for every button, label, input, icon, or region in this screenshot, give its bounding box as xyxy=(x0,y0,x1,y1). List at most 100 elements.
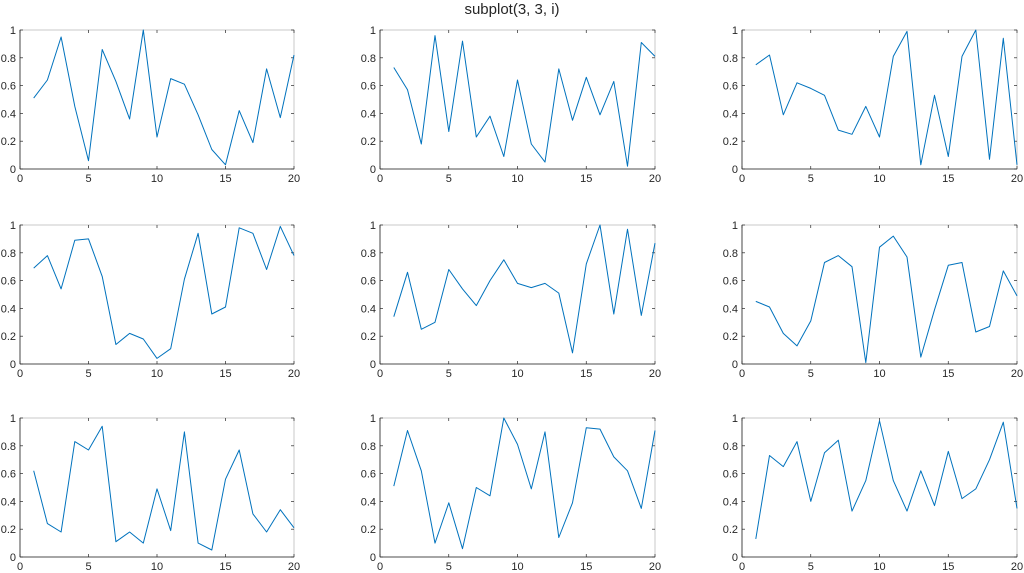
y-tick-label: 1 xyxy=(732,220,738,232)
subplot-2: 0 5 10 15 20 0 0.2 0.4 0.6 0.8 1 xyxy=(361,25,661,185)
y-tick-label: 0 xyxy=(370,164,376,176)
x-tick-label: 10 xyxy=(873,173,885,185)
y-tick-label: 0 xyxy=(10,359,16,371)
axes-box xyxy=(741,29,1018,170)
y-tick-label: 0.4 xyxy=(361,108,376,120)
axes-box xyxy=(19,224,295,365)
x-tick-label: 5 xyxy=(808,368,814,380)
subplot-3: 0 5 10 15 20 0 0.2 0.4 0.6 0.8 1 xyxy=(723,25,1023,185)
y-tick-label: 0.8 xyxy=(723,248,738,260)
y-tick-label: 0.8 xyxy=(723,441,738,453)
y-tick-label: 0.4 xyxy=(723,303,738,315)
y-tick-label: 0.2 xyxy=(723,524,738,536)
x-tick-label: 20 xyxy=(649,173,661,185)
x-tick-label: 0 xyxy=(739,368,745,380)
data-line xyxy=(33,225,295,359)
x-tick-label: 15 xyxy=(580,368,592,380)
y-tick-label: 0.8 xyxy=(723,53,738,65)
y-tick-label: 0.8 xyxy=(361,441,376,453)
data-line xyxy=(755,235,1018,364)
axes-box xyxy=(19,417,295,558)
subplot-6: 0 5 10 15 20 0 0.2 0.4 0.6 0.8 1 xyxy=(723,220,1023,380)
y-tick-label: 0.4 xyxy=(1,108,16,120)
y-tick-label: 0 xyxy=(732,359,738,371)
y-tick-label: 0.8 xyxy=(1,248,16,260)
axes-box xyxy=(379,417,656,558)
subplot-1: 0 5 10 15 20 0 0.2 0.4 0.6 0.8 1 xyxy=(1,25,300,185)
x-tick-label: 10 xyxy=(151,368,163,380)
y-tick-label: 0 xyxy=(370,552,376,564)
x-tick-label: 10 xyxy=(511,173,523,185)
y-tick-label: 0.6 xyxy=(361,81,376,93)
y-tick-label: 0.4 xyxy=(723,108,738,120)
data-line xyxy=(393,417,656,550)
y-tick-label: 0.6 xyxy=(1,276,16,288)
y-tick-label: 1 xyxy=(370,220,376,232)
y-tick-label: 0.2 xyxy=(361,136,376,148)
x-tick-label: 5 xyxy=(446,368,452,380)
y-tick-label: 1 xyxy=(370,413,376,425)
y-tick-label: 1 xyxy=(10,413,16,425)
subplot-5: 0 5 10 15 20 0 0.2 0.4 0.6 0.8 1 xyxy=(361,220,661,380)
x-tick-label: 15 xyxy=(580,173,592,185)
y-tick-label: 0.2 xyxy=(361,331,376,343)
axes-box xyxy=(379,224,656,365)
axes-box xyxy=(379,29,656,170)
x-tick-label: 20 xyxy=(649,561,661,573)
x-tick-label: 15 xyxy=(942,561,954,573)
y-tick-label: 0.6 xyxy=(723,81,738,93)
data-line xyxy=(755,420,1018,539)
x-tick-label: 5 xyxy=(446,173,452,185)
axes-box xyxy=(741,224,1018,365)
y-tick-label: 0.4 xyxy=(1,496,16,508)
x-tick-label: 10 xyxy=(151,173,163,185)
x-tick-label: 20 xyxy=(1011,173,1023,185)
y-tick-label: 1 xyxy=(370,25,376,37)
x-tick-label: 20 xyxy=(288,368,300,380)
y-tick-label: 0.4 xyxy=(723,496,738,508)
x-tick-label: 0 xyxy=(377,368,383,380)
x-tick-label: 20 xyxy=(288,561,300,573)
x-tick-label: 20 xyxy=(288,173,300,185)
data-line xyxy=(33,29,295,166)
x-tick-label: 15 xyxy=(219,368,231,380)
x-tick-label: 10 xyxy=(873,368,885,380)
y-tick-label: 0.2 xyxy=(361,524,376,536)
y-tick-label: 1 xyxy=(10,25,16,37)
y-tick-label: 0.2 xyxy=(1,331,16,343)
x-tick-label: 5 xyxy=(85,561,91,573)
data-line xyxy=(393,35,656,167)
data-line xyxy=(393,224,656,354)
y-tick-label: 0.2 xyxy=(723,331,738,343)
figure-title: subplot(3, 3, i) xyxy=(464,1,560,18)
y-tick-label: 0 xyxy=(370,359,376,371)
axes-box xyxy=(19,29,295,170)
subplot-4: 0 5 10 15 20 0 0.2 0.4 0.6 0.8 1 xyxy=(1,220,300,380)
data-line xyxy=(33,425,295,551)
x-tick-label: 0 xyxy=(377,561,383,573)
x-tick-label: 10 xyxy=(511,561,523,573)
x-tick-label: 15 xyxy=(942,368,954,380)
axes-box xyxy=(741,417,1018,558)
subplot-7: 0 5 10 15 20 0 0.2 0.4 0.6 0.8 1 xyxy=(1,413,300,573)
y-tick-label: 0.4 xyxy=(361,303,376,315)
y-tick-label: 0.6 xyxy=(361,469,376,481)
x-tick-label: 0 xyxy=(739,561,745,573)
y-tick-label: 0 xyxy=(10,164,16,176)
y-tick-label: 1 xyxy=(732,413,738,425)
y-tick-label: 0.8 xyxy=(361,53,376,65)
subplot-9: 0 5 10 15 20 0 0.2 0.4 0.6 0.8 1 xyxy=(723,413,1023,573)
x-tick-label: 5 xyxy=(85,368,91,380)
y-tick-label: 1 xyxy=(732,25,738,37)
x-tick-label: 10 xyxy=(151,561,163,573)
y-tick-label: 0.6 xyxy=(361,276,376,288)
x-tick-label: 15 xyxy=(942,173,954,185)
y-tick-label: 1 xyxy=(10,220,16,232)
x-tick-label: 15 xyxy=(219,173,231,185)
y-tick-label: 0.4 xyxy=(1,303,16,315)
y-tick-label: 0.6 xyxy=(1,81,16,93)
x-tick-label: 5 xyxy=(808,561,814,573)
x-tick-label: 5 xyxy=(446,561,452,573)
subplot-8: 0 5 10 15 20 0 0.2 0.4 0.6 0.8 1 xyxy=(361,413,661,573)
